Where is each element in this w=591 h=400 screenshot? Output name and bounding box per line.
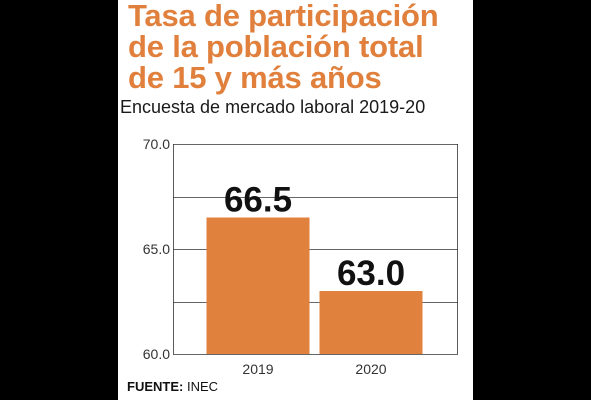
bar-value-label: 66.5 xyxy=(224,181,292,220)
bar-chart: 60.0 65.0 70.0 66.5 2019 63.0 2020 xyxy=(143,136,458,377)
source-value: INEC xyxy=(186,379,219,394)
x-tick-label: 2019 xyxy=(242,361,273,377)
bar-value-label: 63.0 xyxy=(337,254,405,293)
bar xyxy=(319,291,423,354)
chart-title-line: de 15 y más años xyxy=(128,60,382,95)
y-tick-label: 70.0 xyxy=(143,136,170,152)
chart-title-line: Tasa de participación xyxy=(128,0,439,33)
label-layer: 60.0 65.0 70.0 66.5 2019 63.0 2020 xyxy=(143,136,405,377)
y-tick-label: 65.0 xyxy=(143,241,170,257)
bar xyxy=(206,217,310,354)
source-label: FUENTE: xyxy=(127,379,184,394)
chart-subtitle: Encuesta de mercado laboral 2019-20 xyxy=(120,97,426,117)
chart-panel: Tasa de participación de la población to… xyxy=(118,0,473,400)
chart-title-line: de la población total xyxy=(128,29,424,64)
source-note: FUENTE: INEC xyxy=(127,379,218,395)
y-tick-label: 60.0 xyxy=(143,346,170,362)
bar-layer xyxy=(206,217,423,354)
x-tick-label: 2020 xyxy=(355,361,386,377)
chart-title: Tasa de participación de la población to… xyxy=(128,0,468,93)
